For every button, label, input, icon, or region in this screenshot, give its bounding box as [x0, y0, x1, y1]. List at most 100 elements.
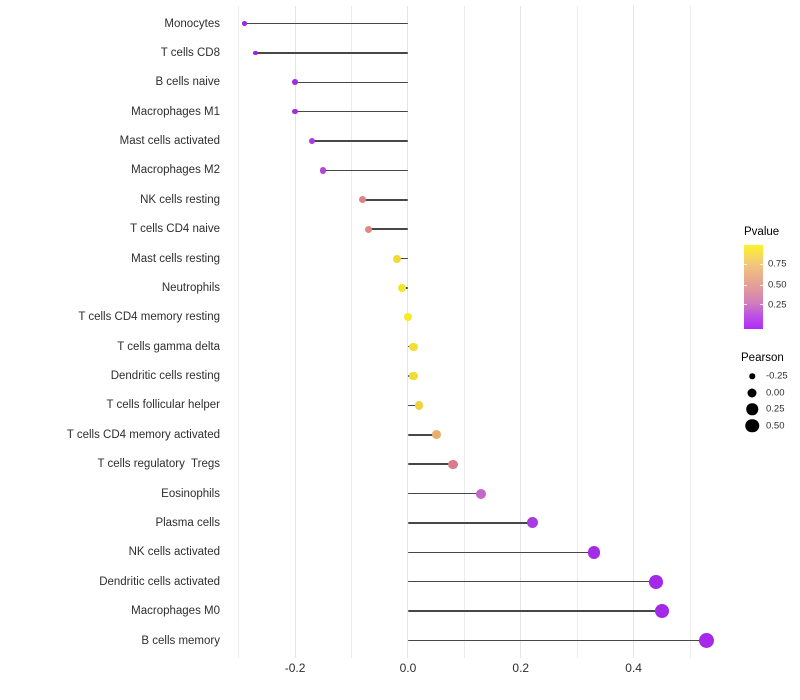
gridline-x	[633, 6, 635, 658]
lollipop-dot	[253, 50, 258, 56]
lollipop-stem	[407, 639, 707, 642]
category-label: Macrophages M1	[131, 105, 220, 118]
category-label: T cells CD4 memory activated	[66, 428, 220, 441]
lollipop-dot	[392, 254, 401, 263]
pearson-size-dot	[749, 373, 755, 379]
lollipop-dot	[699, 633, 715, 648]
lollipop-stem	[407, 551, 595, 554]
lollipop-dot	[403, 313, 412, 322]
lollipop-stem	[407, 610, 662, 612]
pvalue-tick-mark	[760, 263, 763, 265]
lollipop-stem	[255, 52, 408, 54]
x-tick-label: 0.4	[625, 661, 642, 675]
lollipop-stem	[368, 228, 408, 230]
gridline-x	[294, 6, 296, 658]
lollipop-dot	[476, 488, 487, 499]
category-label: T cells CD4 naive	[130, 223, 220, 236]
lollipop-dot	[414, 401, 424, 410]
lollipop-dot	[431, 430, 441, 440]
lollipop-dot	[649, 574, 664, 589]
pearson-size-dot	[745, 419, 759, 433]
x-tick-label: 0.2	[512, 661, 530, 675]
legend-pearson-title: Pearson	[741, 352, 784, 364]
y-axis-labels: Monocytes T cells CD8 B cells naive Macroph…	[0, 6, 220, 658]
lollipop-stem	[362, 199, 408, 201]
category-label: Eosinophils	[161, 487, 220, 500]
pearson-size-row: 0.25	[741, 401, 800, 418]
lollipop-dot	[292, 108, 298, 115]
x-tick-label: -0.2	[284, 661, 306, 675]
lollipop-dot	[654, 604, 669, 619]
gridline-x	[576, 6, 578, 658]
category-label: T cells follicular helper	[106, 399, 220, 412]
gridline-x	[689, 6, 691, 658]
lollipop-dot	[242, 21, 247, 26]
pvalue-colorbar: 0.75 0.50 0.25	[744, 245, 787, 329]
lollipop-stem	[407, 492, 482, 495]
category-label: Neutrophils	[161, 281, 220, 294]
lollipop-dot	[398, 283, 407, 292]
gridline-x	[238, 6, 240, 658]
lollipop-dot	[448, 459, 458, 469]
lollipop-dot	[409, 342, 418, 351]
lollipop-stem	[295, 110, 408, 113]
category-label: Macrophages M0	[131, 605, 220, 618]
gridline-x	[520, 6, 522, 658]
category-label: Monocytes	[164, 17, 220, 30]
lollipop-stem	[407, 434, 437, 436]
category-label: T cells CD4 memory resting	[78, 311, 220, 324]
pvalue-tick-label: 0.25	[768, 299, 787, 311]
pearson-size-label: 0.50	[766, 420, 785, 432]
lollipop-stem	[323, 169, 408, 172]
legend-pearson: Pearson -0.25 0.00 0.25 0.50	[741, 352, 800, 434]
lollipop-dot	[409, 371, 418, 381]
lollipop-stem	[244, 22, 408, 25]
lollipop-dot	[587, 546, 601, 559]
category-label: NK cells resting	[140, 193, 220, 206]
lollipop-dot	[364, 225, 373, 233]
pvalue-tick-mark	[744, 284, 747, 286]
category-label: Dendritic cells resting	[110, 370, 220, 383]
lollipop-stem	[407, 404, 420, 407]
pearson-size-label: 0.25	[766, 403, 785, 415]
category-label: T cells gamma delta	[117, 340, 220, 353]
category-label: Mast cells resting	[131, 252, 220, 265]
pvalue-tick-label: 0.50	[768, 279, 787, 291]
lollipop-stem	[407, 522, 533, 524]
pearson-size-dot	[746, 403, 758, 415]
pearson-size-row: 0.00	[741, 385, 800, 402]
category-label: Dendritic cells activated	[99, 575, 220, 588]
lollipop-dot	[320, 167, 327, 174]
pearson-size-row: 0.50	[741, 418, 800, 435]
gridline-x	[463, 6, 465, 658]
pearson-size-dot	[747, 388, 757, 398]
lollipop-stem	[311, 140, 408, 142]
category-label: T cells regulatory Tregs	[97, 458, 220, 471]
legend-pvalue-title: Pvalue	[744, 226, 780, 238]
pvalue-tick-mark	[744, 263, 747, 265]
pearson-size-row: -0.25	[741, 368, 800, 385]
lollipop-dot	[526, 517, 538, 529]
lollipop-stem	[407, 463, 454, 465]
plot-panel	[233, 6, 738, 658]
pvalue-tick-mark	[760, 304, 763, 306]
pearson-size-label: 0.00	[766, 387, 785, 399]
pearson-size-label: -0.25	[766, 370, 788, 382]
category-label: Mast cells activated	[119, 135, 220, 148]
lollipop-stem	[407, 580, 657, 583]
lollipop-dot	[359, 196, 367, 204]
pvalue-tick-mark	[744, 304, 747, 306]
category-label: B cells naive	[155, 76, 220, 89]
lollipop-dot	[308, 138, 315, 145]
category-label: Plasma cells	[155, 516, 220, 529]
category-label: NK cells activated	[128, 546, 220, 559]
lollipop-dot	[292, 79, 298, 86]
pearson-size-rows: -0.25 0.00 0.25 0.50	[741, 368, 800, 434]
category-label: Macrophages M2	[131, 164, 220, 177]
category-label: T cells CD8	[160, 46, 220, 59]
pvalue-tick-label: 0.75	[768, 258, 787, 270]
pvalue-tick-mark	[760, 284, 763, 286]
x-tick-label: 0.0	[399, 661, 417, 675]
lollipop-stem	[295, 81, 408, 83]
